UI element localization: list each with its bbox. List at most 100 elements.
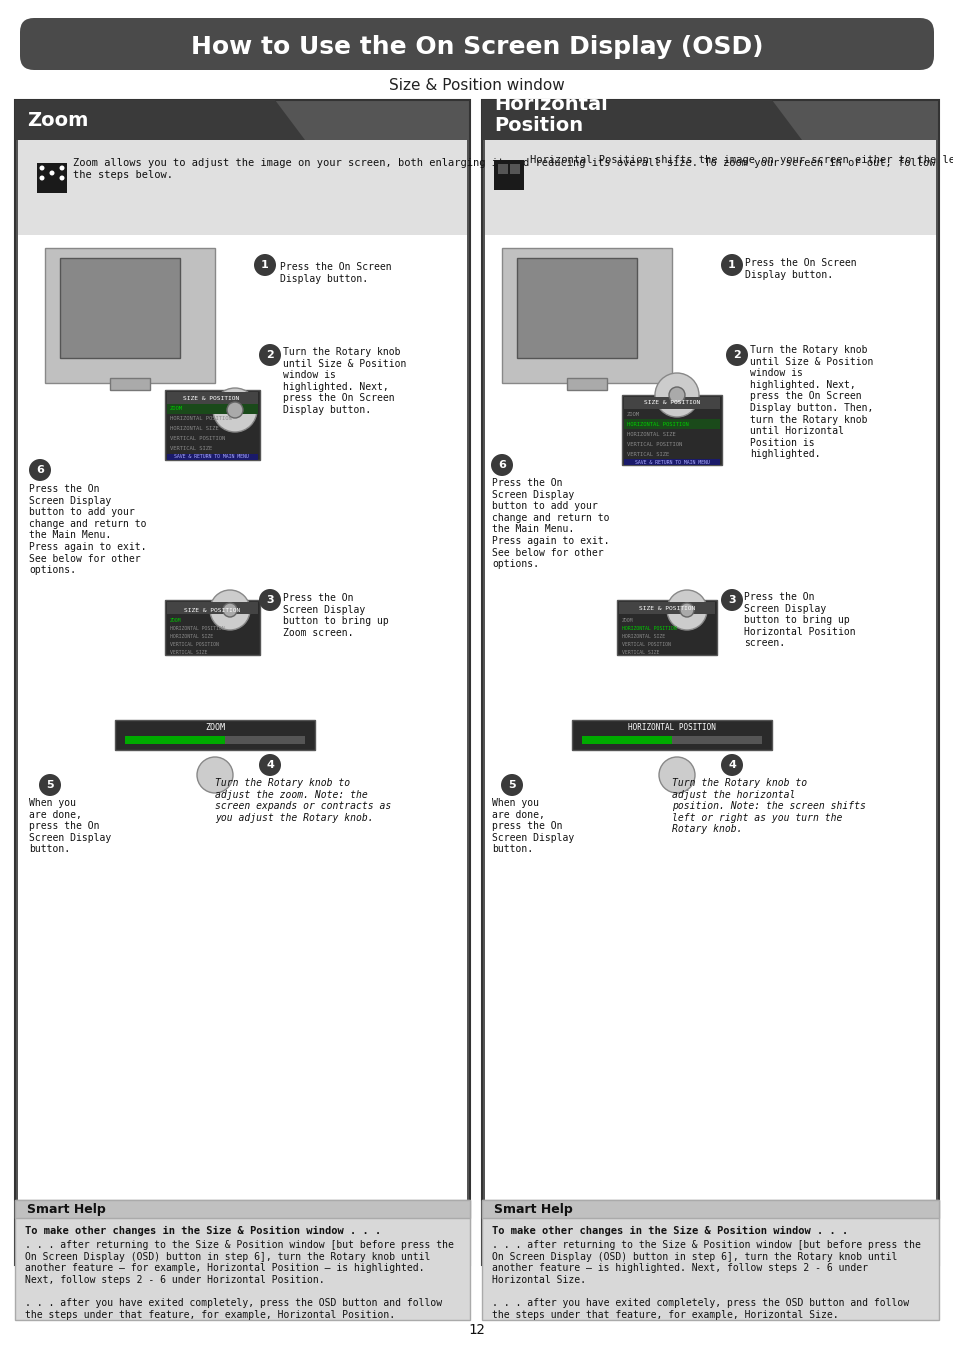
Text: How to Use the On Screen Display (OSD): How to Use the On Screen Display (OSD) [191, 35, 762, 59]
Bar [618, 603, 714, 613]
Circle shape [725, 345, 747, 366]
Bar [167, 603, 257, 613]
Circle shape [59, 176, 65, 181]
Text: HORIZONTAL SIZE: HORIZONTAL SIZE [170, 634, 213, 639]
Circle shape [50, 170, 54, 176]
Text: VERTICAL SIZE: VERTICAL SIZE [626, 451, 669, 457]
Bar [494, 159, 523, 190]
Circle shape [59, 166, 65, 170]
Circle shape [679, 603, 693, 617]
Circle shape [720, 754, 742, 775]
Circle shape [223, 603, 236, 617]
Circle shape [655, 373, 699, 417]
Text: HORIZONTAL SIZE: HORIZONTAL SIZE [170, 427, 218, 431]
Bar [572, 720, 771, 750]
Bar [497, 163, 507, 174]
Text: ZOOM: ZOOM [621, 617, 633, 623]
Bar [15, 1200, 470, 1219]
Circle shape [491, 454, 513, 476]
Bar [110, 378, 150, 390]
Bar [481, 1200, 938, 1219]
Bar [18, 141, 467, 235]
Circle shape [196, 757, 233, 793]
Text: . . . after returning to the Size & Position window [but before press the
On Scr: . . . after returning to the Size & Posi… [492, 1240, 920, 1320]
Bar [621, 394, 721, 465]
Text: HORIZONTAL POSITION: HORIZONTAL POSITION [170, 416, 232, 422]
Text: SIZE & POSITION: SIZE & POSITION [639, 605, 695, 611]
Bar [484, 141, 935, 1262]
Bar [125, 736, 225, 744]
Text: 1: 1 [727, 259, 735, 270]
Bar [581, 736, 761, 744]
Text: VERTICAL SIZE: VERTICAL SIZE [621, 650, 659, 654]
FancyBboxPatch shape [20, 18, 933, 70]
Bar [165, 600, 260, 655]
Bar [484, 141, 935, 235]
Circle shape [258, 589, 281, 611]
Text: 1: 1 [261, 259, 269, 270]
Circle shape [720, 589, 742, 611]
Bar [623, 419, 720, 430]
Text: 4: 4 [727, 761, 735, 770]
Circle shape [39, 176, 45, 181]
Text: HORIZONTAL POSITION: HORIZONTAL POSITION [621, 626, 676, 631]
Polygon shape [481, 100, 801, 141]
Circle shape [39, 774, 61, 796]
Text: HORIZONTAL POSITION: HORIZONTAL POSITION [170, 626, 224, 631]
Text: When you
are done,
press the On
Screen Display
button.: When you are done, press the On Screen D… [492, 798, 574, 854]
Text: SAVE & RETURN TO MAIN MENU: SAVE & RETURN TO MAIN MENU [173, 454, 248, 459]
Text: ZOOM: ZOOM [170, 407, 183, 412]
Text: SIZE & POSITION: SIZE & POSITION [643, 400, 700, 405]
Text: 12: 12 [468, 1323, 485, 1337]
Text: Size & Position window: Size & Position window [389, 77, 564, 92]
Text: Turn the Rotary knob to
adjust the zoom. Note: the
screen expands or contracts a: Turn the Rotary knob to adjust the zoom.… [214, 778, 391, 823]
Text: To make other changes in the Size & Position window . . .: To make other changes in the Size & Posi… [492, 1225, 847, 1236]
Text: HORIZONTAL POSITION: HORIZONTAL POSITION [627, 724, 715, 732]
Bar [45, 249, 214, 382]
Bar [167, 404, 257, 413]
Circle shape [668, 386, 684, 403]
Text: HORIZONTAL POSITION: HORIZONTAL POSITION [626, 422, 688, 427]
Text: VERTICAL POSITION: VERTICAL POSITION [170, 642, 218, 647]
Bar [115, 720, 314, 750]
Circle shape [227, 403, 243, 417]
Bar [481, 1200, 938, 1320]
Bar [15, 100, 470, 1265]
Bar [167, 454, 257, 459]
Circle shape [659, 757, 695, 793]
Text: When you
are done,
press the On
Screen Display
button.: When you are done, press the On Screen D… [29, 798, 112, 854]
Text: ZOOM: ZOOM [205, 724, 225, 732]
Bar [167, 392, 257, 404]
Text: HORIZONTAL SIZE: HORIZONTAL SIZE [621, 634, 664, 639]
Text: SIZE & POSITION: SIZE & POSITION [183, 396, 239, 400]
Bar [125, 736, 305, 744]
Bar [18, 141, 467, 1262]
Circle shape [258, 345, 281, 366]
Bar [60, 258, 180, 358]
Bar [517, 258, 637, 358]
Text: Press the On Screen
Display button.: Press the On Screen Display button. [280, 262, 392, 284]
Circle shape [253, 254, 275, 276]
Text: 2: 2 [732, 350, 740, 359]
Circle shape [720, 254, 742, 276]
Circle shape [258, 754, 281, 775]
Text: Press the On
Screen Display
button to bring up
Zoom screen.: Press the On Screen Display button to br… [283, 593, 388, 638]
Text: 6: 6 [36, 465, 44, 476]
Polygon shape [15, 100, 305, 141]
Bar [501, 249, 671, 382]
Text: HORIZONTAL SIZE: HORIZONTAL SIZE [626, 431, 675, 436]
Text: VERTICAL SIZE: VERTICAL SIZE [170, 650, 207, 654]
Text: To make other changes in the Size & Position window . . .: To make other changes in the Size & Posi… [25, 1225, 381, 1236]
Text: VERTICAL SIZE: VERTICAL SIZE [170, 446, 212, 451]
Text: Smart Help: Smart Help [494, 1202, 572, 1216]
Text: Zoom allows you to adjust the image on your screen, both enlarging it and reduci: Zoom allows you to adjust the image on y… [73, 158, 935, 180]
Bar [18, 235, 467, 1225]
Bar [581, 736, 671, 744]
Circle shape [29, 459, 51, 481]
Text: 2: 2 [266, 350, 274, 359]
Bar [623, 397, 720, 409]
Bar [165, 390, 260, 459]
Text: Smart Help: Smart Help [27, 1202, 106, 1216]
Text: SIZE & POSITION: SIZE & POSITION [184, 608, 240, 612]
Text: 5: 5 [46, 780, 53, 790]
